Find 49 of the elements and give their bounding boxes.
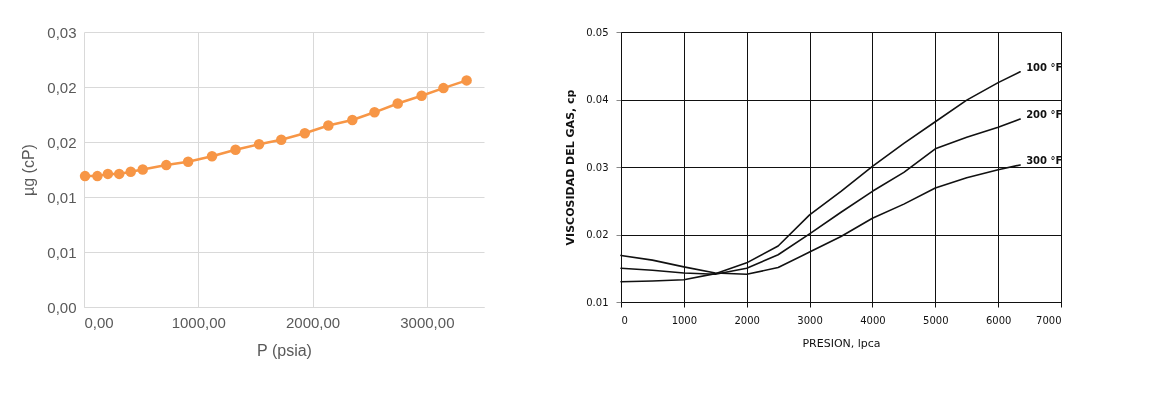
y-tick-label: 0,01 bbox=[47, 188, 77, 206]
y-tick-label: 0,02 bbox=[47, 78, 77, 96]
point bbox=[347, 114, 358, 126]
point bbox=[392, 98, 403, 109]
point bbox=[438, 82, 449, 94]
point bbox=[276, 134, 287, 146]
x-tick-label: 6000 bbox=[985, 314, 1012, 326]
y-tick-label: 0,03 bbox=[47, 23, 77, 41]
x-tick-label: 0 bbox=[621, 314, 628, 326]
x-tick-label: 1000 bbox=[671, 314, 698, 326]
x-tick-label: 3000,00 bbox=[400, 313, 455, 331]
y-tick-label: 0,02 bbox=[47, 133, 77, 151]
point bbox=[299, 127, 311, 139]
x-tick-label: 2000,00 bbox=[285, 313, 341, 331]
point bbox=[206, 151, 218, 162]
x-tick-label: 1000,00 bbox=[171, 313, 226, 331]
series-label: 200 °F bbox=[1026, 109, 1063, 121]
point bbox=[461, 75, 472, 86]
x-tick-label: 7000 bbox=[1036, 314, 1062, 326]
series-label: 300 °F bbox=[1026, 154, 1063, 166]
point bbox=[369, 107, 380, 118]
y-tick-label: 0.02 bbox=[586, 229, 609, 240]
point bbox=[102, 168, 114, 180]
point bbox=[79, 170, 91, 182]
point bbox=[161, 159, 172, 171]
point bbox=[137, 164, 148, 175]
point bbox=[125, 166, 136, 177]
point bbox=[253, 138, 265, 150]
y-axis-title: VISCOSIDAD DEL GAS, cp bbox=[564, 89, 578, 246]
point bbox=[416, 90, 427, 102]
x-axis-title: PRESION, lpca bbox=[802, 336, 881, 350]
point bbox=[92, 170, 103, 182]
y-tick-label: 0.04 bbox=[586, 94, 609, 105]
x-tick-label: 3000 bbox=[797, 314, 823, 326]
x-tick-label: 2000 bbox=[734, 314, 760, 326]
point bbox=[230, 144, 241, 155]
y-tick-label: 0,01 bbox=[47, 243, 77, 261]
x-axis-title: P (psia) bbox=[257, 341, 312, 359]
x-tick-label: 4000 bbox=[860, 314, 886, 326]
series-label: 100 °F bbox=[1026, 61, 1063, 73]
y-tick-label: 0.01 bbox=[586, 296, 609, 308]
point bbox=[323, 120, 334, 131]
y-tick-label: 0.05 bbox=[586, 26, 609, 38]
y-tick-label: 0.03 bbox=[586, 161, 609, 173]
point bbox=[182, 156, 194, 168]
x-tick-label: 0,00 bbox=[84, 313, 114, 331]
x-tick-label: 5000 bbox=[923, 314, 949, 326]
y-axis-title: µg (cP) bbox=[20, 144, 38, 196]
point bbox=[113, 168, 125, 180]
